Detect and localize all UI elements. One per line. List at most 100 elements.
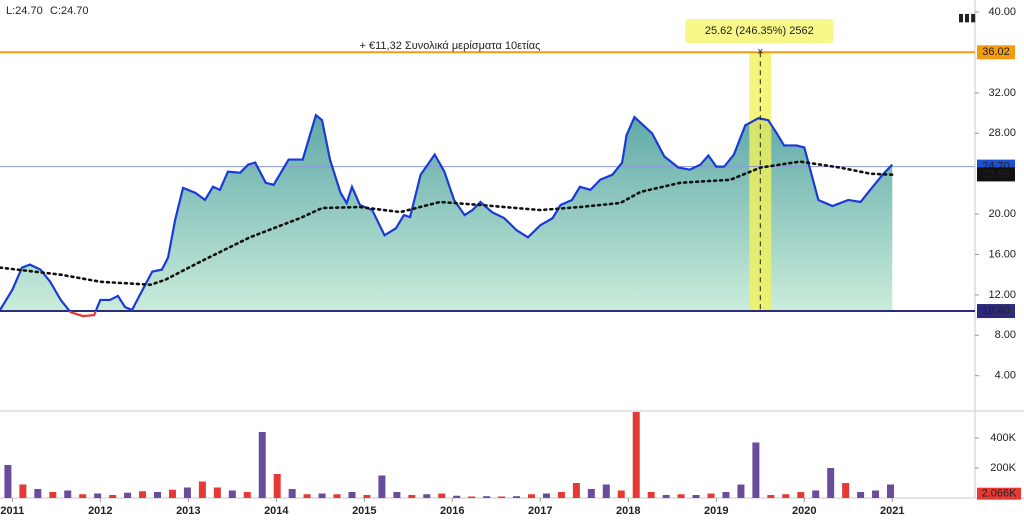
- price-line: [0, 113, 894, 312]
- volume-bar: [797, 491, 805, 498]
- volume-bar: [273, 473, 281, 498]
- volume-bar: [842, 482, 850, 498]
- volume-bar: [722, 491, 730, 498]
- y-tick-label: 4.00: [995, 370, 1016, 382]
- x-tick-label: 2019: [704, 505, 728, 517]
- x-tick-label: 2013: [176, 505, 200, 517]
- volume-bar: [542, 493, 550, 498]
- volume-bar: [109, 494, 117, 498]
- volume-bar: [527, 494, 535, 498]
- volume-bar: [812, 490, 820, 498]
- volume-bar: [632, 412, 640, 498]
- price-area: [0, 115, 893, 312]
- volume-bar: [767, 494, 775, 498]
- x-tick-label: 2021: [880, 505, 904, 517]
- volume-bar: [483, 496, 491, 498]
- price-label: 10.40: [982, 305, 1010, 317]
- x-tick-label: 2017: [528, 505, 552, 517]
- volume-bar: [348, 491, 356, 498]
- volume-bar: [692, 494, 700, 498]
- volume-bar: [887, 484, 895, 498]
- volume-bar: [318, 493, 326, 498]
- volume-tick-label: 400K: [990, 432, 1016, 444]
- volume-bar: [243, 491, 251, 498]
- volume-bar: [378, 475, 386, 498]
- volume-bar: [707, 493, 715, 498]
- tooltip-text: 25.62 (246.35%) 2562: [705, 25, 814, 37]
- volume-bar: [288, 488, 296, 498]
- volume-bar: [34, 488, 42, 498]
- volume-bar: [168, 489, 176, 498]
- y-tick-label: 8.00: [995, 329, 1016, 341]
- volume-bar: [857, 491, 865, 498]
- volume-bar: [154, 491, 162, 498]
- volume-bar: [333, 494, 341, 498]
- x-tick-label: 2016: [440, 505, 464, 517]
- y-tick-label: 16.00: [988, 248, 1016, 260]
- volume-tick-label: 200K: [990, 462, 1016, 474]
- volume-bar: [19, 484, 27, 498]
- volume-bar: [198, 481, 206, 498]
- volume-bar: [183, 487, 191, 498]
- volume-bar: [602, 484, 610, 498]
- price-label-bg: [977, 167, 1015, 182]
- volume-label-bg: [977, 487, 1021, 500]
- y-tick-label: 12.00: [988, 289, 1016, 301]
- volume-bar: [303, 494, 311, 498]
- volume-bar: [782, 494, 790, 498]
- x-tick-label: 2018: [616, 505, 640, 517]
- volume-bar: [408, 494, 416, 498]
- toolbar-icon[interactable]: ▮▮▮: [958, 12, 976, 24]
- volume-label: 2.066K: [982, 488, 1018, 500]
- hline-annotation: + €11,32 Συνολικά μερίσματα 10ετίας: [360, 40, 541, 52]
- volume-bar: [139, 491, 147, 498]
- volume-bar: [423, 494, 431, 498]
- volume-bar: [557, 491, 565, 498]
- volume-bar: [64, 490, 72, 498]
- y-tick-label: 28.00: [988, 127, 1016, 139]
- volume-bar: [647, 491, 655, 498]
- volume-bar: [228, 490, 236, 498]
- volume-bar: [363, 494, 371, 498]
- volume-bar: [438, 493, 446, 498]
- volume-bar: [617, 490, 625, 498]
- volume-bar: [213, 487, 221, 498]
- volume-bar: [513, 496, 521, 498]
- price-label-bg: [977, 45, 1015, 60]
- volume-bar: [737, 484, 745, 498]
- x-tick-label: 2012: [88, 505, 112, 517]
- volume-bar: [587, 488, 595, 498]
- volume-bar: [258, 431, 266, 498]
- volume-bar: [4, 464, 12, 498]
- y-tick-label: 32.00: [988, 87, 1016, 99]
- price-label-bg: [977, 304, 1015, 319]
- y-tick-label: 40.00: [988, 6, 1016, 18]
- volume-bar: [498, 496, 506, 498]
- volume-panel: [4, 412, 895, 498]
- volume-bar: [453, 495, 461, 498]
- header-text: C:24.70: [50, 5, 89, 17]
- volume-bar: [79, 494, 87, 498]
- x-tick-label: 2011: [0, 505, 24, 517]
- price-panel: [0, 51, 975, 318]
- volume-bar: [49, 491, 57, 498]
- volume-bar: [94, 493, 102, 498]
- x-tick-label: 2020: [792, 505, 816, 517]
- tooltip-bg: [685, 19, 834, 43]
- crosshair-marker: ×: [757, 46, 763, 58]
- volume-bar: [393, 491, 401, 498]
- price-label: 36.02: [982, 46, 1010, 58]
- volume-bar: [752, 442, 760, 498]
- volume-bar: [677, 494, 685, 498]
- volume-bar: [872, 490, 880, 498]
- volume-bar: [662, 494, 670, 498]
- price-label: 23.93: [982, 168, 1010, 180]
- volume-bar: [124, 492, 132, 498]
- volume-bar: [572, 482, 580, 498]
- volume-bar: [827, 467, 835, 498]
- moving-average-line: [0, 160, 894, 287]
- x-tick-label: 2015: [352, 505, 376, 517]
- y-tick-label: 20.00: [988, 208, 1016, 220]
